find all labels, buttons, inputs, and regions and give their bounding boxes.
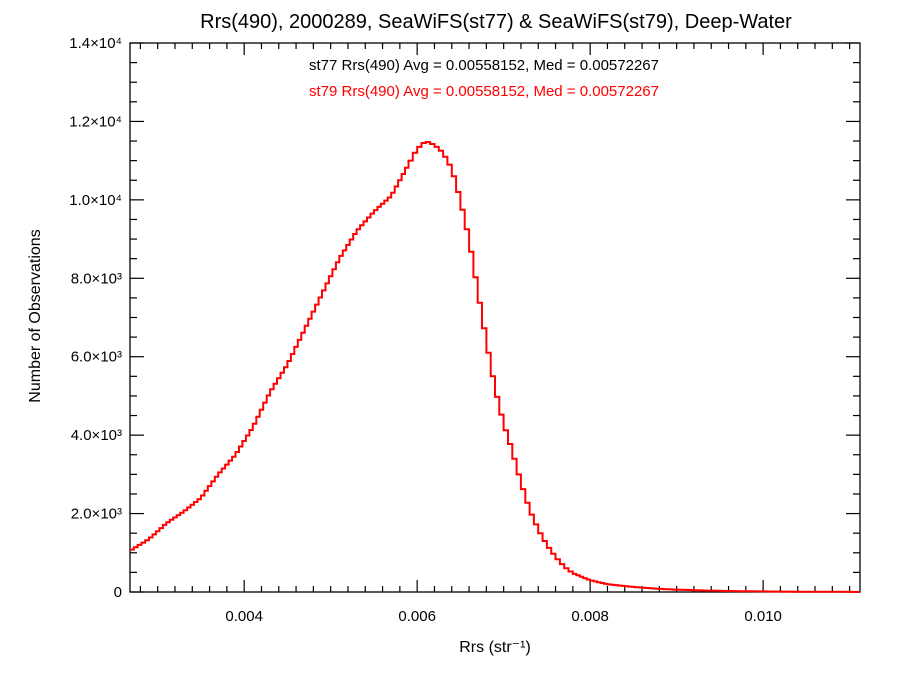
axis-ticks (130, 42, 860, 593)
y-tick-label: 8.0×10³ (71, 270, 122, 287)
x-tick-label: 0.004 (225, 608, 263, 625)
tick-labels: 0.004 0.006 0.008 0.010 0 2.0×10³ 4.0×10³ 6.0×1… (69, 35, 782, 625)
histogram-series-line (130, 141, 860, 593)
y-tick-label: 4.0×10³ (71, 427, 122, 444)
y-tick-label: 1.0×10⁴ (69, 192, 122, 209)
chart-title: Rrs(490), 2000289, SeaWiFS(st77) & SeaWi… (200, 11, 792, 33)
y-tick-label: 1.4×10⁴ (69, 35, 122, 52)
y-tick-label: 2.0×10³ (71, 506, 122, 523)
y-tick-label: 6.0×10³ (71, 349, 122, 366)
x-tick-label: 0.006 (398, 608, 436, 625)
y-axis-label: Number of Observations (27, 229, 44, 402)
stats-annotation-st79: st79 Rrs(490) Avg = 0.00558152, Med = 0.… (309, 83, 659, 100)
x-axis-label: Rrs (str⁻¹) (459, 639, 531, 656)
x-tick-label: 0.008 (571, 608, 609, 625)
y-tick-label: 0 (114, 584, 122, 601)
x-tick-label: 0.010 (744, 608, 782, 625)
y-tick-label: 1.2×10⁴ (69, 113, 122, 130)
plot-frame (129, 42, 861, 593)
stats-annotation-st77: st77 Rrs(490) Avg = 0.00558152, Med = 0.… (309, 57, 659, 74)
